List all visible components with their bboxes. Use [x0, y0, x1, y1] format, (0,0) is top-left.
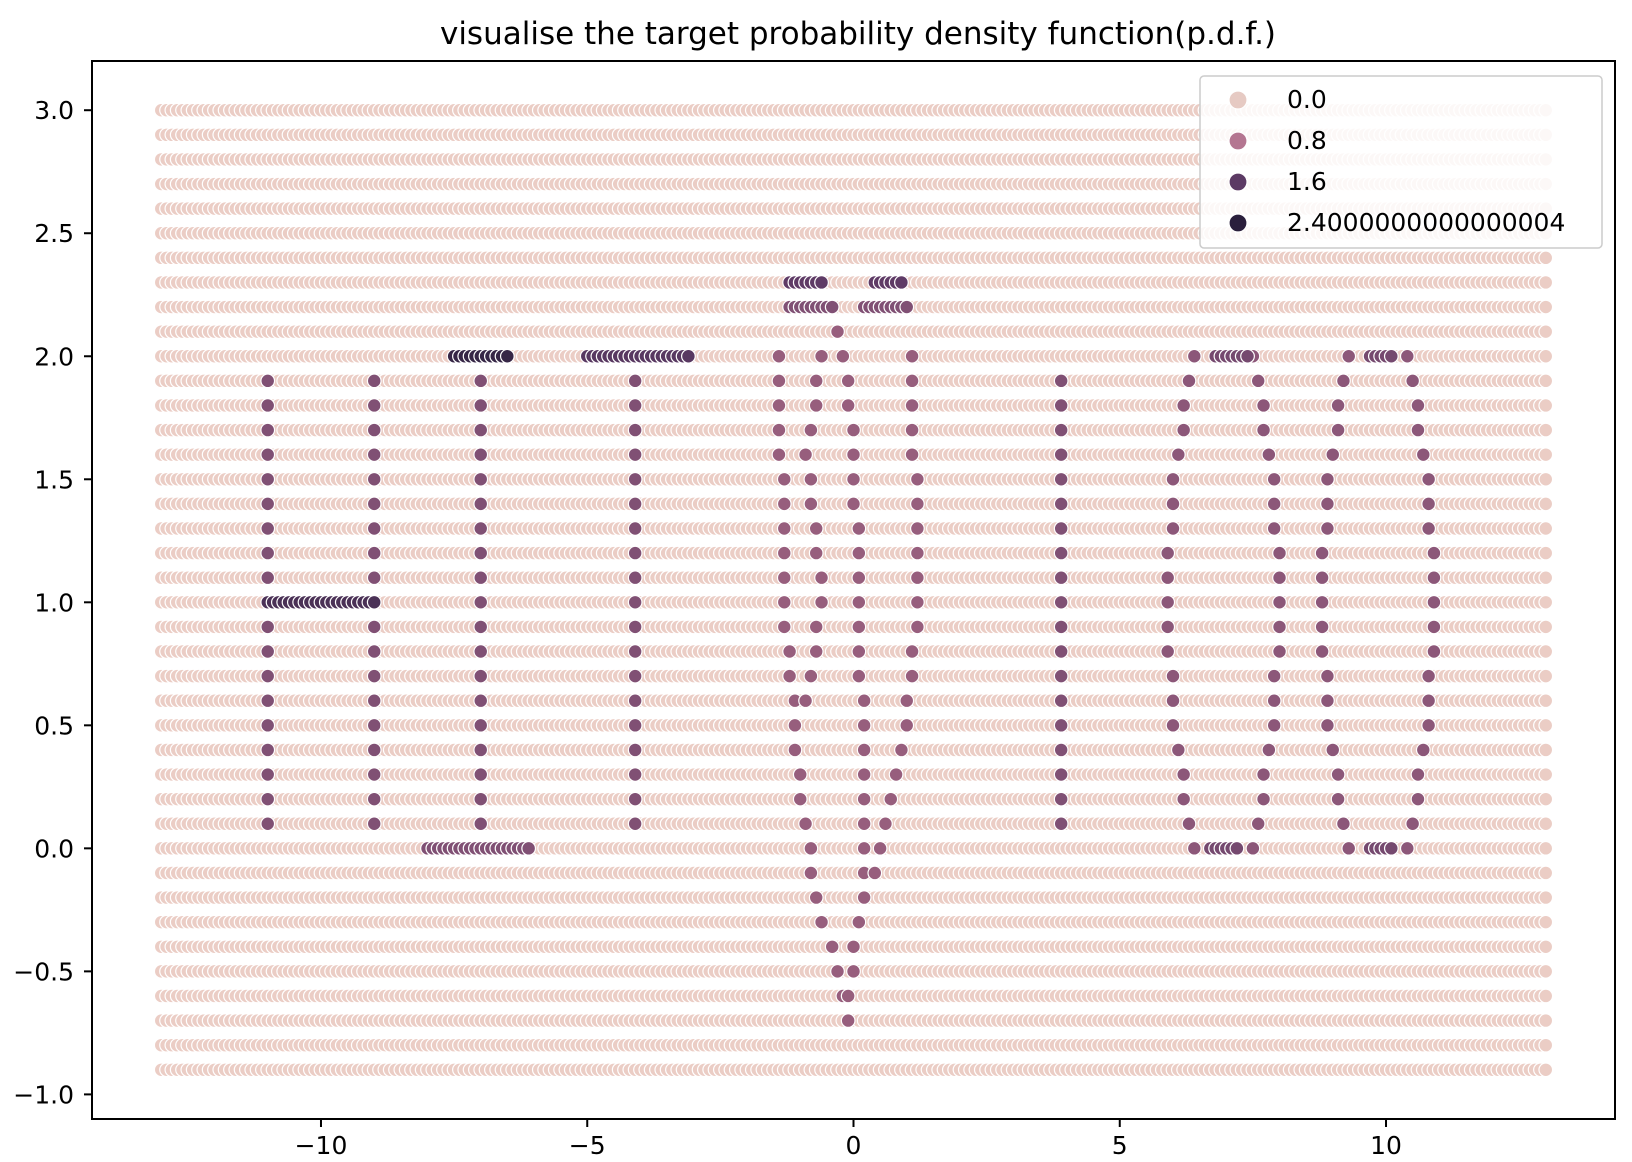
scatter-point — [1538, 914, 1554, 930]
scatter-point — [1538, 693, 1554, 709]
scatter-point — [1538, 767, 1554, 782]
scatter-point — [1538, 644, 1554, 659]
scatter-point — [1538, 963, 1554, 979]
scatter-point — [1538, 1062, 1554, 1078]
scatter-point — [1538, 988, 1554, 1004]
scatter-point — [1538, 816, 1554, 832]
scatter-point — [1538, 791, 1554, 807]
scatter-point — [1538, 717, 1554, 733]
scatter-point — [1538, 840, 1554, 856]
scatter-point — [1538, 1037, 1554, 1053]
scatter-point — [1538, 668, 1554, 684]
scatter-point — [1538, 865, 1554, 881]
scatter-point — [1538, 619, 1554, 635]
scatter-point — [1538, 742, 1554, 758]
scatter-points — [153, 102, 1554, 1078]
chart-title: visualise the target probability density… — [440, 16, 1276, 52]
scatter-point — [1538, 890, 1554, 905]
scatter-point — [1538, 1013, 1554, 1028]
scatter-point — [1538, 939, 1554, 955]
